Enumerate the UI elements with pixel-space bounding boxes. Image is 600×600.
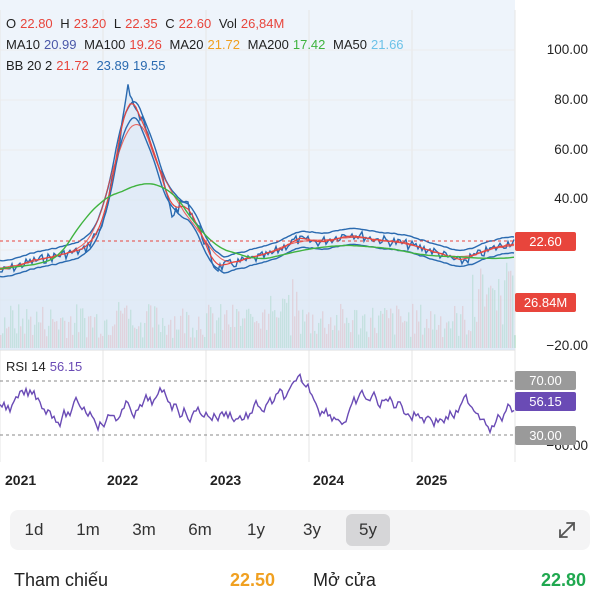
range-3m-button[interactable]: 3m	[132, 520, 156, 539]
ma-line	[0, 123, 515, 269]
year-label-2024: 2024	[313, 472, 345, 488]
expand-icon[interactable]	[556, 519, 578, 541]
ma-long-line	[0, 183, 515, 270]
range-1y-button[interactable]: 1y	[247, 520, 265, 539]
low-value: 22.35	[125, 16, 158, 31]
ma-legend: MA10 20.99 MA100 19.26 MA20 21.72 MA200 17.4…	[6, 37, 404, 52]
rsi-tag: 56.15	[515, 392, 576, 411]
volume-tag: 26.84M	[515, 293, 576, 312]
rsi30-tag: 30.00	[515, 426, 576, 445]
axis-label-neg20: −20.00	[546, 338, 588, 353]
axis-label-60: 60.00	[554, 142, 588, 157]
year-label-2025: 2025	[416, 472, 448, 488]
year-label-2021: 2021	[5, 472, 37, 488]
reference-label: Tham chiếu	[14, 570, 109, 590]
price-area	[0, 84, 515, 351]
axis-label-80: 80.00	[554, 92, 588, 107]
range-1m-button[interactable]: 1m	[76, 520, 100, 539]
price-tag: 22.60	[515, 232, 576, 251]
bb-upper	[0, 100, 515, 262]
price-chart[interactable]	[0, 0, 600, 500]
range-1d-button[interactable]: 1d	[24, 520, 44, 539]
rsi-line	[0, 372, 515, 435]
rsi-legend: RSI 14 56.15	[6, 359, 83, 374]
range-6m-button[interactable]: 6m	[188, 520, 212, 539]
high-value: 23.20	[73, 16, 107, 31]
open-label: Mở cửa	[313, 570, 376, 590]
volume-value: 26,84M	[240, 16, 285, 31]
range-3y-button[interactable]: 3y	[303, 520, 321, 539]
year-label-2022: 2022	[107, 472, 139, 488]
range-5y-button[interactable]: 5y	[346, 514, 390, 546]
rsi70-tag: 70.00	[515, 371, 576, 390]
close-value: 22.60	[178, 16, 212, 31]
open-price-value: 22.80	[540, 570, 586, 590]
open-value: 22.80	[20, 16, 53, 31]
bb-legend: BB 20 2 21.72 23.89 19.55	[6, 58, 166, 73]
reference-value: 22.50	[230, 570, 276, 590]
axis-label-100: 100.00	[546, 42, 588, 57]
ohlc-legend: O 22.80 H 23.20 L 22.35 C 22.60 Vol 26,84M	[6, 16, 285, 31]
axis-label-40: 40.00	[554, 191, 588, 206]
range-selector: 1d 1m 3m 6m 1y 3y 5y	[10, 510, 590, 550]
year-label-2023: 2023	[210, 472, 242, 488]
